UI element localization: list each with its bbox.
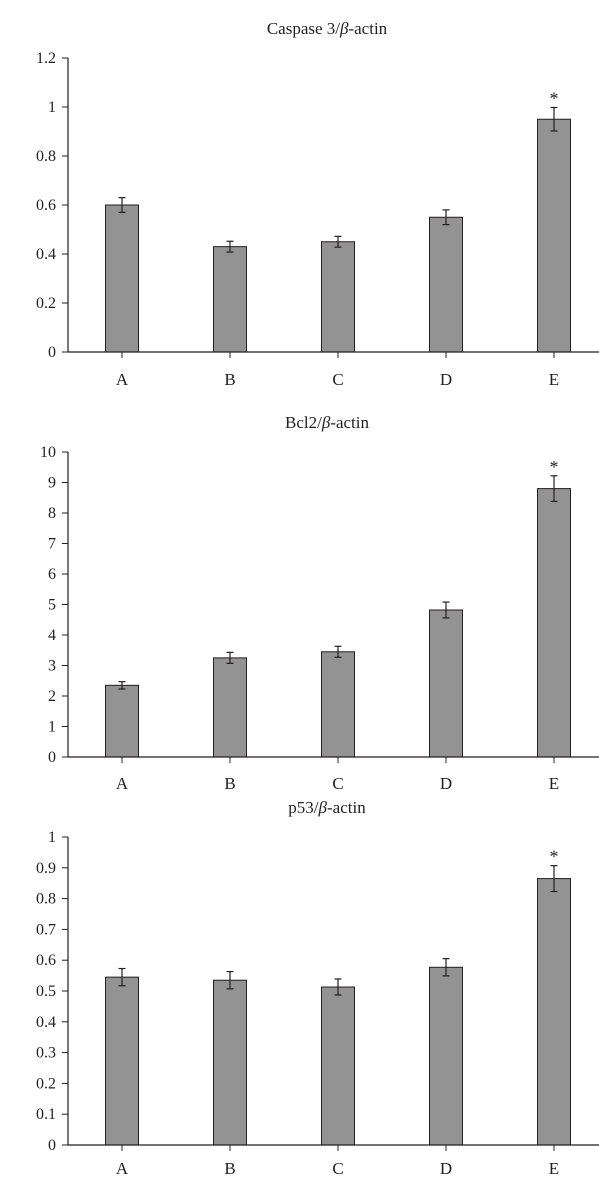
y-tick-label: 6	[48, 566, 56, 583]
chart-panel-2: Bcl2/β-actin A B C D * E 0 1 2 3 4 5 6 7 8 9 10	[40, 413, 599, 793]
bar-B	[213, 246, 247, 353]
y-tick-label: 0.5	[36, 983, 56, 1000]
error-bar-B	[226, 651, 234, 664]
error-bar-E	[550, 106, 558, 132]
chart-title-symbol: β	[321, 413, 331, 432]
bar-E	[537, 118, 571, 353]
y-tick-label: 10	[40, 444, 56, 461]
x-tick-label-D: D	[440, 370, 452, 389]
x-tick-label-B: B	[224, 370, 235, 389]
y-tick-label: 1.2	[36, 50, 56, 67]
bar-D	[429, 609, 463, 758]
y-tick-label: 0	[48, 1137, 56, 1154]
chart-title: p53/β-actin	[288, 798, 366, 817]
bar-D	[429, 966, 463, 1146]
x-tick-label-E: E	[549, 1159, 559, 1178]
y-tick-label: 3	[48, 658, 56, 675]
y-tick-label: 0.8	[36, 148, 56, 165]
y-tick-label: 1	[48, 99, 56, 116]
x-tick-label-A: A	[116, 1159, 129, 1178]
y-tick-label: 0.7	[36, 921, 56, 938]
y-tick-label: 0.1	[36, 1106, 56, 1123]
y-tick-label: 5	[48, 597, 56, 614]
error-bar-C	[334, 645, 342, 658]
error-bar-A	[118, 681, 126, 690]
y-tick-label: 9	[48, 475, 56, 492]
chart-title-suffix: -actin	[330, 413, 369, 432]
x-tick-label-E: E	[549, 774, 559, 793]
bar-A	[105, 976, 139, 1146]
chart-panel-1: Caspase 3/β-actin A B C D * E 0 0.2 0.4 0.6 0.8 1 1.2	[36, 19, 599, 389]
y-tick-label: 1	[48, 719, 56, 736]
y-tick-label: 0	[48, 749, 56, 766]
y-tick-label: 0.9	[36, 860, 56, 877]
bar-C	[321, 651, 355, 758]
bar-A	[105, 684, 139, 758]
x-tick-label-C: C	[332, 1159, 343, 1178]
chart-title-symbol: β	[318, 798, 328, 817]
y-tick-label: 0.8	[36, 891, 56, 908]
y-tick-label: 0	[48, 344, 56, 361]
error-bar-B	[226, 240, 234, 253]
bar-B	[213, 979, 247, 1146]
chart-panel-3: p53/β-actin A B C D * E 0 0.1 0.2 0.3 0.4 0.5 0.6 0.7 0…	[36, 798, 599, 1178]
y-tick-label: 0.2	[36, 1075, 56, 1092]
x-tick-label-B: B	[224, 1159, 235, 1178]
chart-title-suffix: -actin	[327, 798, 366, 817]
error-bar-C	[334, 978, 342, 996]
x-tick-label-B: B	[224, 774, 235, 793]
x-tick-label-D: D	[440, 774, 452, 793]
error-bar-D	[442, 958, 450, 977]
y-tick-label: 0.4	[36, 1014, 56, 1031]
chart-title: Caspase 3/β-actin	[267, 19, 388, 38]
significance-marker-E: *	[550, 88, 559, 108]
error-bar-C	[334, 235, 342, 248]
significance-marker-E: *	[550, 847, 559, 867]
y-tick-label: 0.6	[36, 197, 56, 214]
error-bar-D	[442, 601, 450, 619]
bar-D	[429, 216, 463, 353]
chart-title-prefix: Bcl2/	[285, 413, 322, 432]
bar-C	[321, 986, 355, 1146]
y-tick-label: 8	[48, 505, 56, 522]
error-bar-E	[550, 475, 558, 503]
error-bar-A	[118, 967, 126, 987]
chart-title-prefix: Caspase 3/	[267, 19, 340, 38]
bar-A	[105, 204, 139, 353]
bar-E	[537, 878, 571, 1146]
error-bar-E	[550, 865, 558, 893]
x-tick-label-D: D	[440, 1159, 452, 1178]
x-tick-label-E: E	[549, 370, 559, 389]
y-tick-label: 7	[48, 536, 56, 553]
error-bar-A	[118, 197, 126, 213]
chart-title-prefix: p53/	[288, 798, 319, 817]
y-tick-label: 0.6	[36, 952, 56, 969]
y-tick-label: 0.3	[36, 1045, 56, 1062]
x-tick-label-C: C	[332, 774, 343, 793]
y-tick-label: 0.4	[36, 246, 56, 263]
bar-E	[537, 488, 571, 758]
y-tick-label: 0.2	[36, 295, 56, 312]
error-bar-B	[226, 970, 234, 990]
y-tick-label: 2	[48, 688, 56, 705]
bar-C	[321, 241, 355, 353]
chart-title: Bcl2/β-actin	[285, 413, 370, 432]
chart-title-symbol: β	[339, 19, 349, 38]
error-bar-D	[442, 209, 450, 226]
significance-marker-E: *	[550, 457, 559, 477]
chart-title-suffix: -actin	[348, 19, 387, 38]
y-tick-label: 1	[48, 829, 56, 846]
x-tick-label-A: A	[116, 370, 129, 389]
bar-B	[213, 657, 247, 758]
y-tick-label: 4	[48, 627, 56, 644]
x-tick-label-C: C	[332, 370, 343, 389]
x-tick-label-A: A	[116, 774, 129, 793]
